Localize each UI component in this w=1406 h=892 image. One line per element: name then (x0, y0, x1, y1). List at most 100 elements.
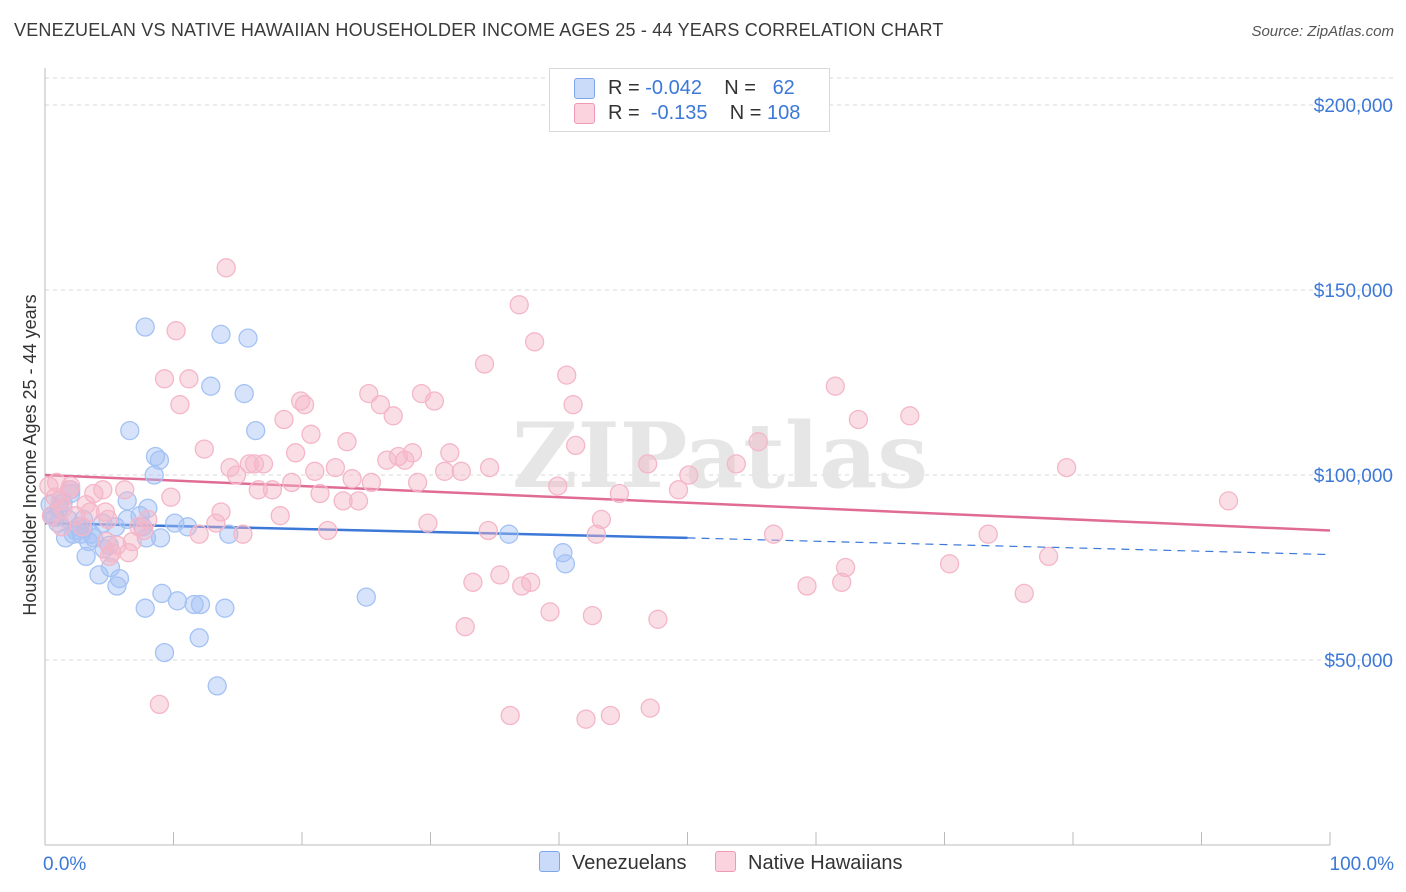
native-hawaiian-point-33 (206, 513, 226, 533)
native-hawaiian-point-29 (170, 395, 190, 415)
native-hawaiian-trend-line (44, 473, 1331, 532)
native-hawaiian-point-89 (576, 709, 596, 729)
data-points (39, 258, 1239, 729)
native-hawaiian-point-61 (370, 395, 391, 415)
y-tick-labels: $50,000 $100,000 $150,000 $200,000 (1314, 96, 1393, 672)
native-hawaiian-point-99 (726, 454, 746, 474)
native-hawaiian-point-63 (383, 406, 403, 426)
native-hawaiian-point-115 (478, 520, 498, 541)
native-hawaiian-point-15 (98, 509, 118, 530)
native-hawaiian-point-67 (407, 472, 428, 493)
x-tick-label-min: 0.0% (43, 854, 86, 875)
venezuelan-point-14 (76, 546, 96, 567)
native-hawaiian-point-56 (337, 432, 357, 452)
native-hawaiian-point-57 (342, 469, 362, 489)
venezuelan-point-53 (238, 328, 258, 348)
native-hawaiian-point-110 (1038, 546, 1059, 567)
bottom-legend-venezuelans: Venezuelans (539, 851, 687, 875)
native-hawaiian-point-66 (402, 443, 423, 463)
native-hawaiian-point-101 (763, 524, 784, 544)
legend-n-label: N = (724, 77, 756, 99)
y-tick-label-0: $50,000 (1324, 651, 1393, 672)
native-hawaiian-point-112 (1218, 491, 1239, 511)
legend-n-value: 108 (767, 102, 801, 124)
native-hawaiian-point-13 (95, 502, 116, 522)
native-hawaiian-point-55 (333, 491, 353, 511)
venezuelan-point-32 (135, 317, 155, 337)
venezuelan-point-47 (201, 376, 221, 396)
native-hawaiian-point-45 (274, 409, 294, 430)
native-hawaiian-point-50 (301, 424, 321, 444)
venezuelan-point-40 (154, 642, 175, 663)
legend-n-label: N = (729, 102, 762, 124)
native-hawaiian-point-37 (226, 465, 247, 485)
native-hawaiian-point-43 (262, 480, 283, 500)
grid-lines (45, 77, 1393, 661)
native-hawaiian-point-70 (424, 391, 445, 411)
native-hawaiian-point-32 (194, 439, 214, 459)
native-hawaiian-point-90 (582, 605, 603, 626)
native-hawaiian-point-80 (509, 295, 529, 315)
y-tick-label-1: $100,000 (1314, 466, 1393, 487)
native-hawaiian-point-93 (609, 483, 630, 504)
native-hawaiian-point-42 (253, 454, 274, 474)
axes (44, 68, 1331, 846)
native-hawaiian-point-28 (166, 321, 186, 341)
venezuelan-point-38 (150, 528, 171, 548)
x-tick-label-max: 100.0% (1330, 854, 1395, 875)
source-note: Source: ZipAtlas.com (1251, 23, 1394, 40)
y-axis-label: Householder Income Ages 25 - 44 years (20, 294, 40, 615)
native-hawaiian-point-30 (179, 369, 199, 389)
native-hawaiian-point-107 (939, 554, 960, 574)
venezuelan-point-50 (215, 598, 235, 618)
native-hawaiian-point-31 (189, 524, 209, 544)
native-hawaiian-point-47 (285, 443, 306, 463)
native-hawaiian-point-20 (118, 543, 139, 563)
venezuelan-point-24 (107, 576, 127, 596)
legend-label: Venezuelans (572, 852, 687, 874)
native-hawaiian-point-95 (640, 698, 660, 718)
venezuelan-point-58 (555, 554, 576, 574)
native-hawaiian-point-34 (211, 502, 231, 522)
venezuelan-point-44 (184, 594, 204, 615)
native-hawaiian-point-18 (107, 535, 127, 555)
venezuelan-point-37 (149, 450, 170, 470)
watermark: ZIPatlas (512, 403, 928, 509)
native-hawaiian-point-52 (310, 483, 330, 504)
native-hawaiian-point-111 (1056, 457, 1077, 478)
native-hawaiian-point-58 (348, 491, 369, 511)
venezuelan-point-52 (234, 383, 254, 404)
native-hawaiian-point-54 (325, 457, 346, 478)
y-tick-label-3: $200,000 (1314, 96, 1393, 117)
venezuelan-point-45 (189, 628, 209, 648)
venezuelan-point-48 (207, 676, 227, 696)
native-hawaiian-point-98 (679, 465, 699, 485)
venezuelan-point-54 (246, 420, 266, 441)
native-hawaiian-point-103 (825, 376, 845, 396)
native-hawaiian-point-72 (440, 443, 460, 463)
native-hawaiian-point-94 (638, 454, 658, 474)
native-hawaiian-point-92 (591, 509, 612, 530)
native-hawaiian-point-49 (294, 395, 315, 415)
venezuelan-point-39 (152, 583, 172, 604)
native-hawaiian-point-82 (521, 572, 541, 592)
legend-r-label: R = (608, 77, 640, 99)
native-hawaiian-point-79 (500, 705, 520, 726)
native-hawaiian-point-25 (149, 694, 170, 715)
native-hawaiian-point-106 (900, 406, 920, 426)
venezuelan-point-41 (165, 513, 185, 533)
native-hawaiian-point-12 (93, 480, 113, 500)
legend-swatch-blue (539, 851, 560, 872)
legend-box: R = -0.042 N = 62 R = -0.135 N = 108 (549, 68, 830, 132)
bottom-legend-native-hawaiians: Native Hawaiians (715, 851, 903, 875)
venezuelan-point-49 (211, 324, 231, 345)
native-hawaiian-point-51 (305, 461, 325, 481)
native-hawaiian-point-23 (134, 520, 154, 541)
venezuelan-point-55 (356, 587, 376, 607)
native-hawaiian-point-84 (540, 602, 560, 622)
native-hawaiian-point-71 (434, 461, 455, 481)
native-hawaiian-point-65 (395, 450, 415, 470)
native-hawaiian-point-102 (797, 576, 817, 596)
native-hawaiian-point-53 (318, 520, 338, 541)
